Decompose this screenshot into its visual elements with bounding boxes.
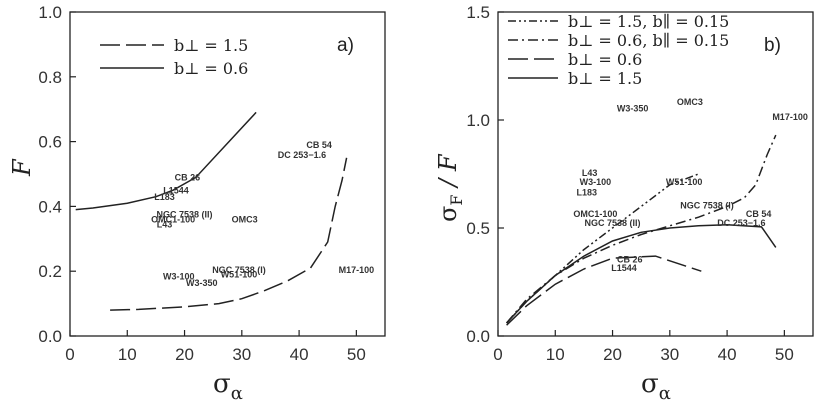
point-annotation: L183 (577, 188, 598, 198)
x-axis-b: 0 10 20 30 40 50 (493, 330, 794, 364)
y-tick-label: 0.0 (466, 327, 490, 346)
x-axis-a: 0 10 20 30 40 50 (65, 330, 366, 364)
point-annotation: M17-100 (339, 265, 375, 275)
plot-frame-a (69, 11, 386, 337)
point-annotation: CB 54 (746, 209, 772, 219)
y-axis-title-a: F (8, 158, 36, 177)
x-tick-label: 10 (118, 345, 137, 364)
point-annotation: L183 (154, 192, 175, 202)
point-annotation: CB 26 (617, 255, 643, 265)
point-annotation: NGC 7538 (I) (680, 201, 734, 211)
x-tick-label: 10 (546, 345, 565, 364)
x-tick-label: 30 (660, 345, 679, 364)
legend-label: b⊥ = 0.6 (174, 59, 248, 78)
panel-label-b: b) (764, 35, 781, 56)
point-annotation: NGC 7538 (II) (157, 210, 213, 220)
y-tick-label: 1.0 (38, 3, 62, 22)
y-tick-label: 0.8 (38, 68, 62, 87)
point-annotation: OMC3 (232, 215, 258, 225)
series-group-a (75, 111, 348, 311)
y-axis-title-b-main: σ (434, 206, 462, 222)
y-axis-a: 0.0 0.2 0.4 0.6 0.8 1.0 (38, 3, 76, 346)
series-line-long-dash (506, 255, 702, 326)
y-axis-title-b-rest: / F (434, 153, 462, 194)
chart-panel-b: 0 10 20 30 40 50 0.0 0.5 1.0 1.5 W3-350 OMC3 M17-1… (434, 3, 814, 404)
y-axis-title-b-sub: F (447, 195, 466, 206)
point-annotation: OMC1-100 (573, 209, 617, 219)
y-tick-label: 1.5 (466, 3, 490, 22)
point-annotation: L1544 (163, 185, 189, 195)
legend-label: b⊥ = 1.5 (174, 36, 248, 55)
point-annotation: DC 253−1.6 (278, 150, 326, 160)
y-tick-label: 0.4 (38, 197, 62, 216)
y-axis-b: 0.0 0.5 1.0 1.5 (466, 3, 504, 346)
x-axis-title-b-main: σ (641, 369, 659, 399)
plot-frame-b (497, 11, 814, 337)
y-tick-label: 0.2 (38, 262, 62, 281)
point-annotation: M17-100 (772, 112, 808, 122)
series-line-dash-dot (506, 134, 777, 324)
point-annotation: L43 (582, 168, 598, 178)
series-group-b (506, 134, 777, 326)
point-annotation: W3-100 (580, 177, 612, 187)
legend-b: b⊥ = 1.5, b∥ = 0.15b⊥ = 0.6, b∥ = 0.15b⊥… (508, 12, 729, 88)
x-axis-title-a-main: σ (213, 369, 231, 399)
point-annotation: L1544 (611, 263, 637, 273)
x-axis-title-a: σα (213, 369, 243, 404)
y-tick-label: 0.5 (466, 219, 490, 238)
point-annotation: L43 (157, 219, 173, 229)
series-line-dash-dot-dot (506, 173, 699, 324)
point-annotation: CB 54 (306, 140, 332, 150)
point-annotation: OMC3 (677, 97, 703, 107)
point-annotation: W51-100 (221, 270, 258, 280)
x-tick-label: 50 (347, 345, 366, 364)
y-axis-title-b: σF / F (434, 153, 466, 222)
legend-label: b⊥ = 1.5, b∥ = 0.15 (568, 12, 729, 31)
legend-label: b⊥ = 0.6, b∥ = 0.15 (568, 31, 729, 50)
y-tick-label: 0.6 (38, 133, 62, 152)
point-annotation: CB 26 (175, 172, 201, 182)
x-tick-label: 0 (493, 345, 502, 364)
x-tick-label: 0 (65, 345, 74, 364)
point-annotation: NGC 7538 (I) (212, 265, 266, 275)
x-axis-title-b-sub: α (659, 383, 671, 404)
x-tick-label: 40 (290, 345, 309, 364)
point-annotation: W3-100 (163, 271, 195, 281)
y-tick-label: 1.0 (466, 111, 490, 130)
series-line-solid (506, 224, 777, 324)
point-annotation: W3-350 (186, 278, 218, 288)
point-annotation: W51-100 (666, 177, 703, 187)
point-annotation: DC 253−1.6 (717, 218, 765, 228)
panel-label-a: a) (337, 35, 354, 56)
y-tick-label: 0.0 (38, 327, 62, 346)
legend-a: b⊥ = 1.5 b⊥ = 0.6 (100, 36, 248, 78)
x-tick-label: 20 (603, 345, 622, 364)
series-line-long-dash (110, 157, 348, 311)
legend-label: b⊥ = 1.5 (568, 69, 642, 88)
point-annotation: NGC 7538 (II) (585, 218, 641, 228)
x-axis-title-b: σα (641, 369, 671, 404)
point-annotation: W3-350 (617, 103, 649, 113)
x-axis-title-a-sub: α (231, 383, 243, 404)
point-annotation: OMC1-100 (151, 215, 195, 225)
x-tick-label: 40 (718, 345, 737, 364)
chart-panel-a: 0 10 20 30 40 50 0.0 0.2 0.4 0.6 0.8 1.0 CB 26 L154… (8, 3, 386, 404)
x-tick-label: 20 (175, 345, 194, 364)
x-tick-label: 50 (775, 345, 794, 364)
series-line-solid (75, 111, 257, 211)
x-tick-label: 30 (232, 345, 251, 364)
legend-label: b⊥ = 0.6 (568, 50, 642, 69)
